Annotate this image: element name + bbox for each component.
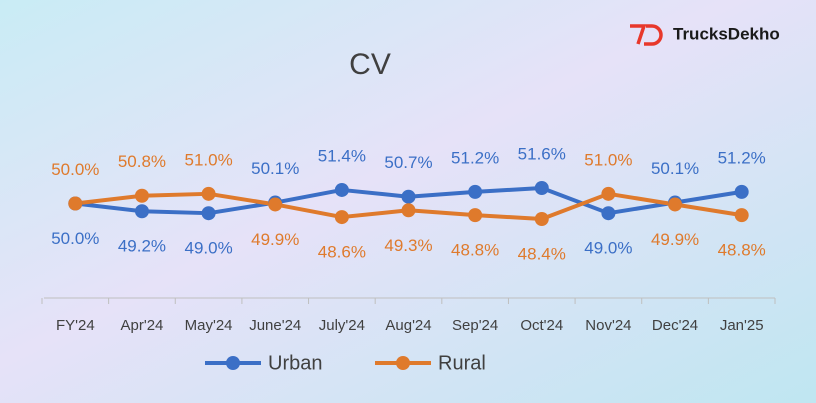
x-tick-label: July'24 xyxy=(319,317,365,334)
data-label: 50.7% xyxy=(384,153,432,172)
data-label: 51.4% xyxy=(318,146,366,165)
data-point xyxy=(601,186,616,201)
x-tick-label: May'24 xyxy=(185,317,233,334)
brand-name: TrucksDekho xyxy=(673,24,780,43)
data-label: 48.8% xyxy=(451,241,499,260)
data-point xyxy=(468,208,483,223)
data-point xyxy=(734,184,749,199)
data-label: 50.0% xyxy=(51,229,99,248)
data-label: 50.8% xyxy=(118,152,166,171)
data-point xyxy=(534,181,549,195)
data-label: 51.0% xyxy=(184,150,232,169)
logo: TrucksDekho xyxy=(630,24,780,46)
x-tick-label: Jan'25 xyxy=(720,317,764,334)
logo-icon xyxy=(630,24,663,46)
data-label: 51.2% xyxy=(451,148,499,167)
data-point xyxy=(668,197,683,212)
data-label: 49.0% xyxy=(584,239,632,258)
data-point xyxy=(334,210,349,225)
chart-title: CV xyxy=(349,48,391,81)
x-tick-label: Aug'24 xyxy=(385,317,431,334)
data-label: 48.8% xyxy=(718,241,766,260)
x-tick-label: Sep'24 xyxy=(452,317,498,334)
data-point xyxy=(268,197,283,212)
x-tick-label: Dec'24 xyxy=(652,317,698,334)
data-point xyxy=(401,203,416,218)
data-label: 51.0% xyxy=(584,150,632,169)
data-point xyxy=(734,208,749,223)
x-tick-label: FY'24 xyxy=(56,317,95,334)
legend-marker xyxy=(226,356,240,370)
data-point xyxy=(134,204,149,219)
data-label: 49.9% xyxy=(251,230,299,249)
legend-label: Rural xyxy=(438,352,486,374)
data-label: 49.2% xyxy=(118,237,166,256)
data-point xyxy=(534,212,549,226)
data-point xyxy=(201,186,216,201)
x-tick-label: Oct'24 xyxy=(520,317,563,334)
data-point xyxy=(134,188,149,203)
legend-label: Urban xyxy=(268,352,322,374)
data-point xyxy=(468,184,483,199)
x-tick-label: June'24 xyxy=(249,317,301,334)
x-tick-label: Nov'24 xyxy=(585,317,631,334)
data-label: 51.2% xyxy=(718,148,766,167)
data-point xyxy=(68,196,83,211)
x-tick-label: Apr'24 xyxy=(121,317,164,334)
data-label: 49.3% xyxy=(384,236,432,255)
data-label: 50.1% xyxy=(251,159,299,178)
data-point xyxy=(201,206,216,221)
data-label: 49.0% xyxy=(184,239,232,258)
data-label: 48.6% xyxy=(318,243,366,262)
data-label: 50.1% xyxy=(651,159,699,178)
data-label: 49.9% xyxy=(651,230,699,249)
data-label: 50.0% xyxy=(51,160,99,179)
data-label: 48.4% xyxy=(518,244,566,263)
data-point xyxy=(401,189,416,204)
data-label: 51.6% xyxy=(518,144,566,163)
data-point xyxy=(601,206,616,221)
data-point xyxy=(334,182,349,197)
legend-marker xyxy=(396,356,410,370)
